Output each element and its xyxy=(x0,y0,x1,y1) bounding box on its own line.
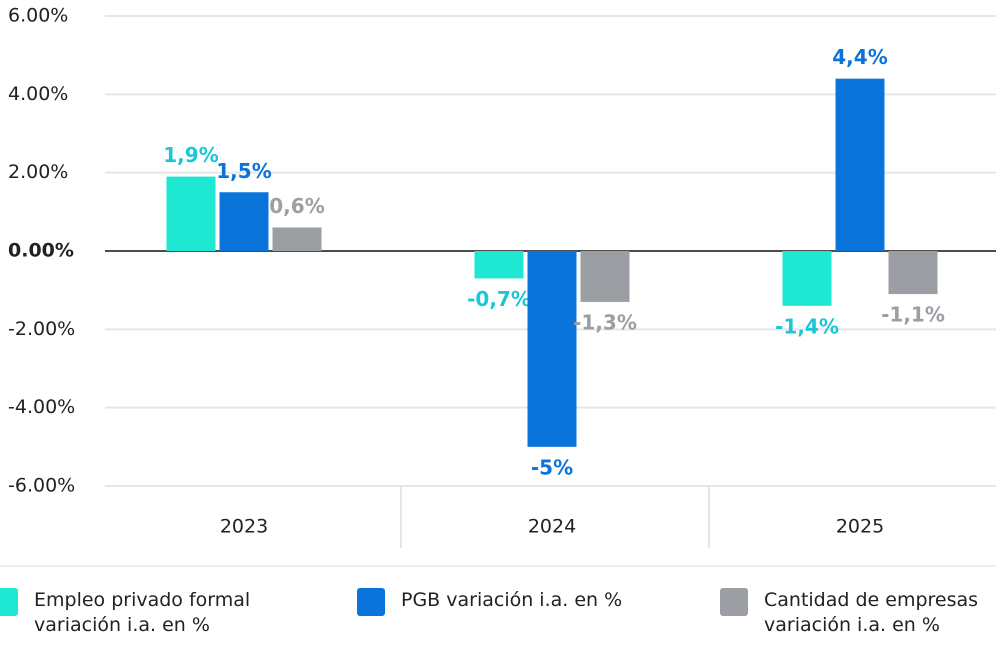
legend-label: PGB variación i.a. en % xyxy=(401,589,623,611)
y-tick-label: 6.00% xyxy=(8,5,68,27)
bar xyxy=(474,251,524,279)
legend: Empleo privado formal variación i.a. en … xyxy=(0,588,996,650)
data-label: 0,6% xyxy=(269,194,324,218)
y-tick-label: -4.00% xyxy=(8,396,75,418)
bar xyxy=(835,78,885,252)
legend-swatch xyxy=(357,588,385,616)
bar xyxy=(782,251,832,306)
legend-swatch xyxy=(720,588,748,616)
legend-label: Empleo privado formal variación i.a. en … xyxy=(34,589,251,636)
x-tick-label: 2023 xyxy=(220,516,268,538)
chart: -6.00% -4.00% -2.00% 0.00% 2.00% 4.00% 6.00% 20… xyxy=(0,5,996,567)
bar xyxy=(580,251,630,302)
x-tick-label: 2025 xyxy=(836,516,884,538)
legend-item: PGB variación i.a. en % xyxy=(357,588,691,616)
data-label: 4,4% xyxy=(832,45,887,69)
legend-label: Cantidad de empresas variación i.a. en % xyxy=(764,589,979,636)
bar xyxy=(527,251,577,447)
data-label: -0,7% xyxy=(467,287,531,311)
x-tick-label: 2024 xyxy=(528,516,576,538)
bar xyxy=(272,227,322,251)
legend-swatch xyxy=(0,588,18,616)
bar xyxy=(888,251,938,295)
data-label: 1,9% xyxy=(163,143,218,167)
y-tick-label: 0.00% xyxy=(8,240,74,262)
y-tick-label: 2.00% xyxy=(8,161,68,183)
data-label: -5% xyxy=(531,455,573,479)
data-label: 1,5% xyxy=(216,159,271,183)
y-tick-label: -2.00% xyxy=(8,318,75,340)
bar xyxy=(166,176,216,251)
y-tick-label: -6.00% xyxy=(8,475,75,497)
y-tick-label: 4.00% xyxy=(8,83,68,105)
data-label: -1,3% xyxy=(573,310,637,334)
bar xyxy=(219,192,269,251)
legend-item: Cantidad de empresas variación i.a. en % xyxy=(720,588,996,638)
data-label: -1,1% xyxy=(881,303,945,327)
legend-item: Empleo privado formal variación i.a. en … xyxy=(0,588,324,638)
data-label: -1,4% xyxy=(775,314,839,338)
